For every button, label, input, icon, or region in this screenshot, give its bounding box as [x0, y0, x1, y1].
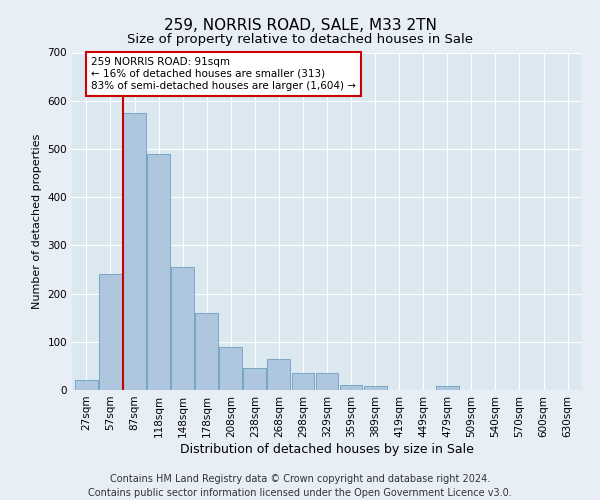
Bar [75, 380, 98, 390]
Bar [171, 267, 194, 390]
Bar [147, 154, 170, 390]
Bar [99, 274, 122, 390]
Bar [195, 313, 218, 390]
Bar [340, 385, 362, 390]
Text: Size of property relative to detached houses in Sale: Size of property relative to detached ho… [127, 32, 473, 46]
Bar [220, 346, 242, 390]
Y-axis label: Number of detached properties: Number of detached properties [32, 134, 42, 309]
Text: 259 NORRIS ROAD: 91sqm
← 16% of detached houses are smaller (313)
83% of semi-de: 259 NORRIS ROAD: 91sqm ← 16% of detached… [91, 58, 356, 90]
Bar [123, 113, 146, 390]
Bar [316, 373, 338, 390]
Bar [244, 368, 266, 390]
Text: Contains HM Land Registry data © Crown copyright and database right 2024.
Contai: Contains HM Land Registry data © Crown c… [88, 474, 512, 498]
Bar [364, 386, 386, 390]
Bar [292, 373, 314, 390]
X-axis label: Distribution of detached houses by size in Sale: Distribution of detached houses by size … [180, 442, 474, 456]
Bar [436, 386, 459, 390]
Bar [268, 358, 290, 390]
Text: 259, NORRIS ROAD, SALE, M33 2TN: 259, NORRIS ROAD, SALE, M33 2TN [164, 18, 436, 32]
